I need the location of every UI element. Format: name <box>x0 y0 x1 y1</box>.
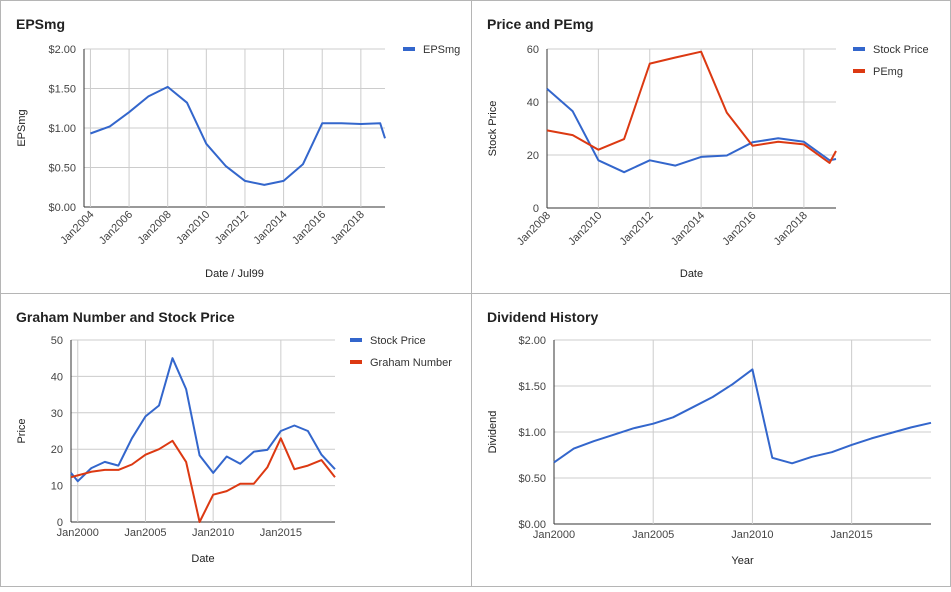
series-line-0 <box>553 368 932 465</box>
x-axis-title: Date <box>680 268 703 280</box>
y-tick-label: 50 <box>51 335 63 347</box>
y-axis-title: Dividend <box>487 411 499 454</box>
y-tick-label: $1.00 <box>48 123 76 135</box>
dividend-chart: Dividend History $0.00 $0.50 $1.00 $1.50 $2.0… <box>487 309 932 567</box>
y-tick-label: 30 <box>51 408 63 420</box>
x-tick-label: Jan2016 <box>290 209 328 247</box>
series-line-0 <box>70 357 336 483</box>
x-tick-label: Jan2010 <box>174 209 212 247</box>
legend-swatch <box>853 47 865 51</box>
y-tick-label: 20 <box>51 444 63 456</box>
y-tick-label: $0.50 <box>518 473 546 485</box>
y-axis-title: EPSmg <box>16 109 28 146</box>
x-tick-label: Jan2012 <box>213 209 251 247</box>
y-tick-label: $0.50 <box>48 163 76 175</box>
price-pe-chart: Price and PEmg 0 20 40 60 Jan2008 Jan2010 Jan20… <box>487 16 929 280</box>
legend-swatch <box>853 69 865 73</box>
series-line-0 <box>90 85 386 186</box>
y-tick-label: $0.00 <box>48 202 76 214</box>
y-tick-label: $2.00 <box>48 44 76 56</box>
x-tick-label: Jan2008 <box>135 209 173 247</box>
x-tick-label: Jan2008 <box>515 210 553 248</box>
y-tick-label: $0.00 <box>518 519 546 531</box>
legend-label: Graham Number <box>370 357 452 369</box>
chart-title: Graham Number and Stock Price <box>16 309 235 325</box>
x-tick-label: Jan2010 <box>192 527 234 539</box>
x-tick-label: Jan2018 <box>329 209 367 247</box>
x-tick-label: Jan2014 <box>251 209 289 247</box>
y-tick-label: 60 <box>527 44 539 56</box>
legend-swatch <box>350 338 362 342</box>
x-tick-label: Jan2015 <box>831 529 873 541</box>
y-tick-label: $1.00 <box>518 427 546 439</box>
x-axis-title: Date / Jul99 <box>205 268 264 280</box>
legend-label: PEmg <box>873 66 903 78</box>
x-tick-label: Jan2018 <box>772 210 810 248</box>
series-line-1 <box>546 50 837 164</box>
chart-title: Price and PEmg <box>487 16 594 32</box>
x-tick-label: Jan2000 <box>533 529 575 541</box>
y-tick-label: 40 <box>527 97 539 109</box>
x-axis-title: Date <box>191 553 214 565</box>
graham-chart: Graham Number and Stock Price 0 10 20 30 40 50… <box>16 309 452 565</box>
x-tick-label: Jan2016 <box>720 210 758 248</box>
x-tick-label: Jan2004 <box>58 209 96 247</box>
x-tick-label: Jan2015 <box>260 527 302 539</box>
legend-label: Stock Price <box>370 335 426 347</box>
series-line-0 <box>546 88 837 174</box>
y-tick-label: $1.50 <box>518 381 546 393</box>
x-tick-label: Jan2000 <box>57 527 99 539</box>
chart-title: EPSmg <box>16 16 65 32</box>
y-axis-title: Price <box>16 418 28 443</box>
legend-label: EPSmg <box>423 44 460 56</box>
legend-swatch <box>403 47 415 51</box>
x-axis-title: Year <box>731 555 754 567</box>
chart-title: Dividend History <box>487 309 598 325</box>
x-tick-label: Jan2005 <box>124 527 166 539</box>
graham-chart-panel: Graham Number and Stock Price 0 10 20 30 40 50… <box>0 293 472 587</box>
x-tick-label: Jan2012 <box>618 210 656 248</box>
y-axis-title: Stock Price <box>487 101 499 157</box>
price-pe-chart-panel: Price and PEmg 0 20 40 60 Jan2008 Jan2010 Jan20… <box>471 0 951 294</box>
x-tick-label: Jan2014 <box>669 210 707 248</box>
y-tick-label: $2.00 <box>518 335 546 347</box>
dividend-chart-panel: Dividend History $0.00 $0.50 $1.00 $1.50 $2.0… <box>471 293 951 587</box>
x-tick-label: Jan2010 <box>566 210 604 248</box>
y-tick-label: 10 <box>51 481 63 493</box>
x-tick-label: Jan2006 <box>97 209 135 247</box>
series-line-1 <box>70 437 336 523</box>
y-tick-label: 40 <box>51 371 63 383</box>
x-tick-label: Jan2005 <box>632 529 674 541</box>
y-tick-label: 0 <box>57 517 63 529</box>
y-tick-label: $1.50 <box>48 84 76 96</box>
legend-swatch <box>350 360 362 364</box>
legend-label: Stock Price <box>873 44 929 56</box>
y-tick-label: 20 <box>527 150 539 162</box>
x-tick-label: Jan2010 <box>731 529 773 541</box>
eps-chart-panel: EPSmg $0.00 $0.50 $1.00 $1.50 $2.00 Jan2004 Jan… <box>0 0 472 294</box>
y-tick-label: 0 <box>533 203 539 215</box>
